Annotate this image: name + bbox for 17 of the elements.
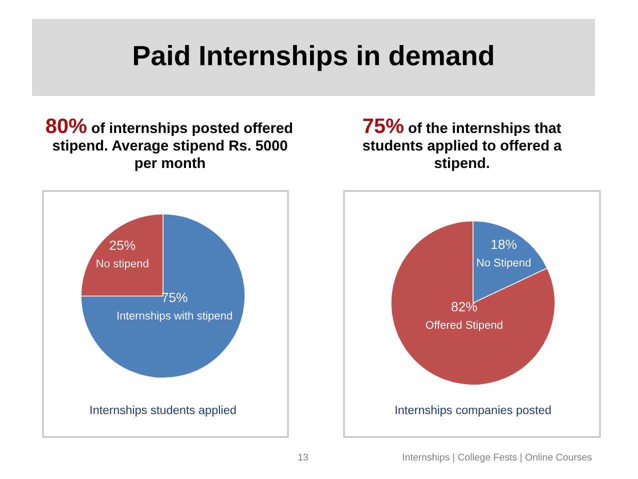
chart-subtitle: 80% of internships posted offered stipend. Average stipend Rs. 5000 per month [46,118,292,172]
pie-slice [80,214,246,378]
slice-label: No Stipend [477,258,531,269]
data-label: 18% [492,240,516,250]
text: Internships | College Fests | Online Courses [403,453,592,463]
chart-subtitle: 75% of the internships that students applied to offered a stipend. [362,118,562,172]
slice-label: No stipend [96,259,148,270]
text: Internships companies posted [396,405,551,417]
text: 13 [298,454,308,461]
slice-label: Offered Stipend [426,320,502,332]
data-label: 75% [162,292,188,302]
data-label: 82% [452,302,477,312]
text: Internships students applied [90,405,236,417]
pie-slice [390,220,556,386]
slice-label: Internships with stipend [118,311,232,322]
text: Paid Internships in demand [134,45,494,71]
data-label: 25% [110,240,136,250]
